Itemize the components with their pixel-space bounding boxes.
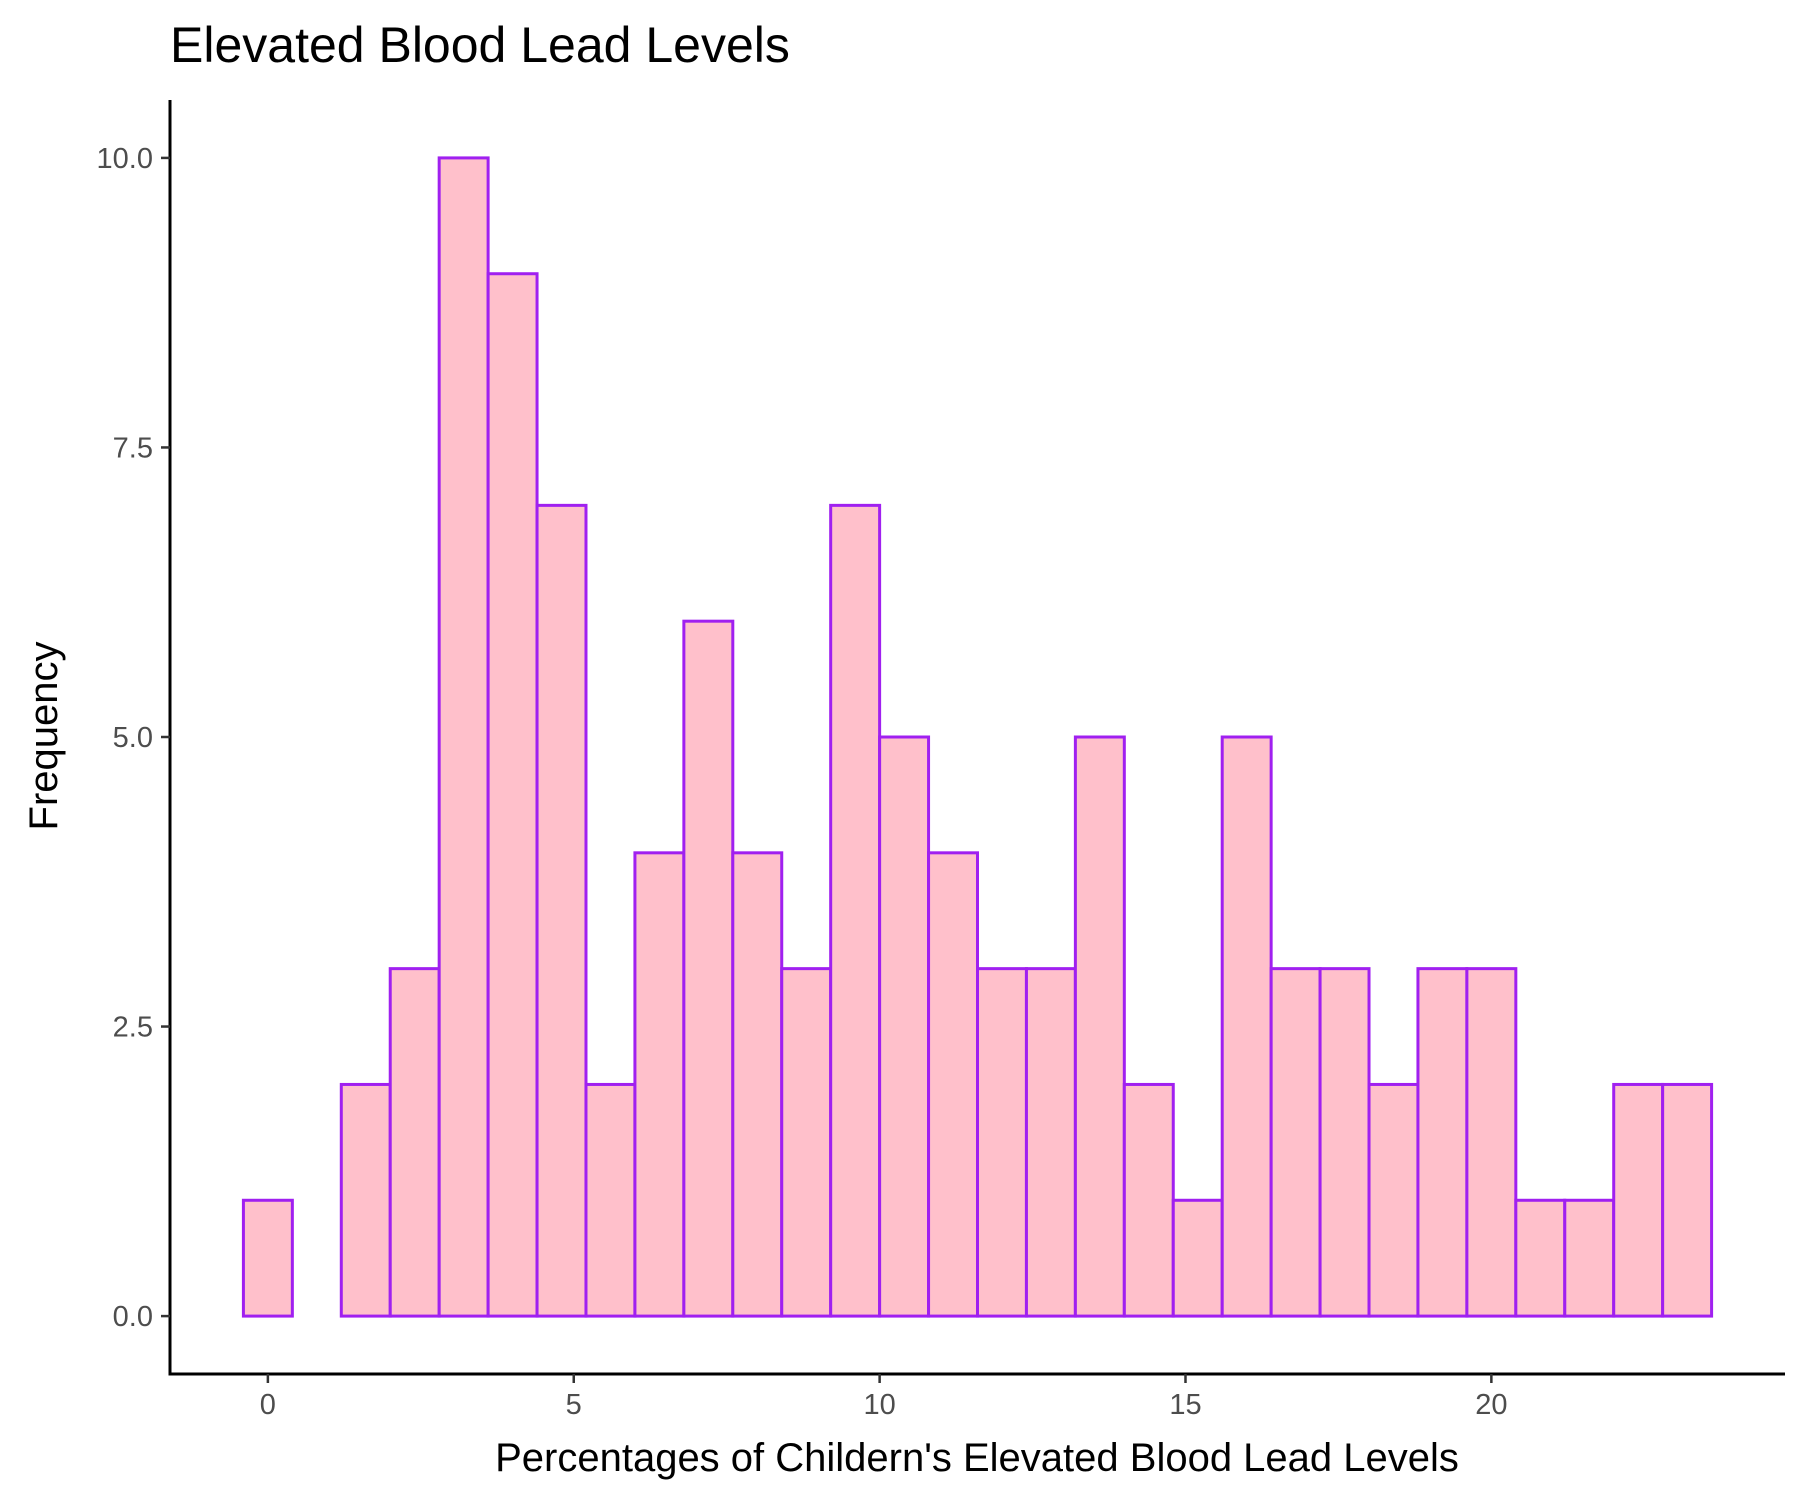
histogram-bar	[1318, 967, 1371, 1318]
histogram-bar	[976, 967, 1028, 1318]
histogram-bar	[535, 503, 588, 1318]
histogram-bar	[1465, 967, 1518, 1318]
histogram-bar	[1220, 735, 1273, 1318]
histogram-bar	[1171, 1198, 1224, 1318]
histogram-bar	[682, 619, 735, 1318]
histogram-bar	[1024, 967, 1077, 1318]
y-tick-label: 2.5	[113, 1012, 153, 1044]
y-tick-label: 7.5	[113, 432, 153, 464]
histogram-bar	[1661, 1082, 1714, 1318]
x-tick-label: 0	[260, 1389, 276, 1421]
x-tick-label: 20	[1475, 1389, 1507, 1421]
histogram-bar	[339, 1082, 392, 1318]
y-tick-label: 5.0	[113, 722, 153, 754]
x-ticks: 0 5 10 15 20	[260, 1374, 1507, 1421]
x-tick-label: 5	[566, 1389, 582, 1421]
histogram-bar	[1612, 1082, 1665, 1318]
histogram-bar	[1367, 1082, 1420, 1318]
y-axis-title: Frequency	[22, 642, 66, 831]
histogram-bar	[241, 1198, 294, 1318]
histogram-bar	[731, 851, 784, 1318]
y-tick-label: 10.0	[97, 143, 153, 175]
y-ticks: 0.0 2.5 5.0 7.5 10.0	[97, 143, 170, 1333]
histogram-bar	[388, 967, 441, 1318]
histogram-bar	[1416, 967, 1469, 1318]
histogram-bar	[486, 272, 539, 1318]
histogram-bar	[829, 503, 882, 1318]
histogram-bar	[1563, 1198, 1616, 1318]
histogram-bar	[437, 156, 490, 1318]
x-axis-title: Percentages of Childern's Elevated Blood…	[495, 1436, 1459, 1480]
chart-title: Elevated Blood Lead Levels	[170, 17, 790, 73]
histogram-bar	[1122, 1082, 1175, 1318]
histogram-bar	[633, 851, 686, 1318]
y-tick-label: 0.0	[113, 1301, 153, 1333]
x-tick-label: 15	[1169, 1389, 1201, 1421]
histogram-bar	[927, 851, 979, 1318]
x-tick-label: 10	[863, 1389, 895, 1421]
histogram-bar	[1514, 1198, 1567, 1318]
histogram-bar	[878, 735, 931, 1318]
bars-layer	[241, 156, 1714, 1318]
histogram-bar	[584, 1082, 637, 1318]
histogram-bar	[780, 967, 833, 1318]
histogram-bar	[1269, 967, 1322, 1318]
histogram-bar	[1073, 735, 1126, 1318]
